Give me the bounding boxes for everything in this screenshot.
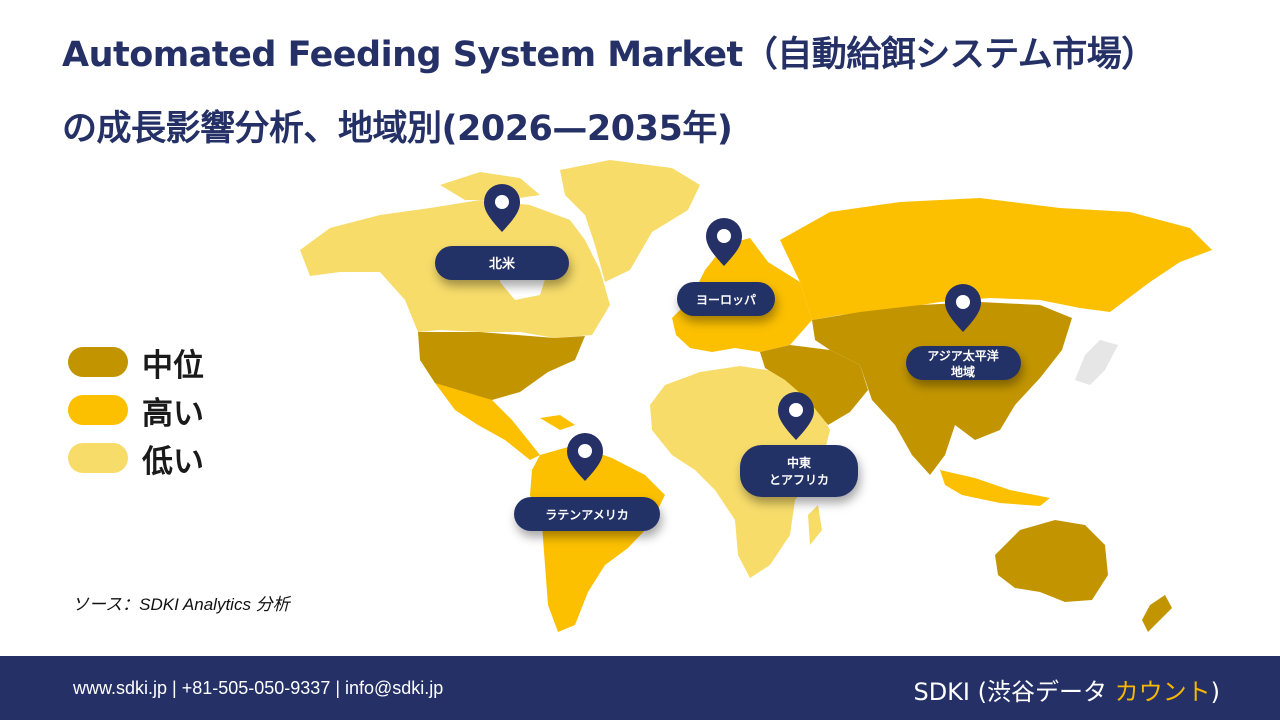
- map-pin-icon: [778, 392, 814, 440]
- region-label-text: 地域: [951, 364, 975, 379]
- map-pin-icon: [706, 218, 742, 266]
- map-region-russia: [780, 198, 1212, 320]
- region-label-north-america: 北米: [435, 246, 569, 280]
- map-region-middle-east: [760, 345, 868, 425]
- region-label-asia-pacific: アジア太平洋 地域: [906, 346, 1021, 380]
- map-pin-icon: [484, 184, 520, 232]
- map-region-new-zealand: [1142, 595, 1172, 632]
- legend-swatch: [68, 395, 128, 425]
- footer: www.sdki.jp | +81-505-050-9337 | info@sd…: [0, 656, 1280, 720]
- legend-label: 低い: [142, 443, 204, 480]
- map-region-greenland: [560, 160, 700, 282]
- legend-swatch: [68, 347, 128, 377]
- legend-swatch: [68, 443, 128, 473]
- brand-suffix: ): [1210, 678, 1220, 706]
- map-region-usa: [418, 332, 585, 400]
- map-region-japan: [1075, 340, 1118, 385]
- page-title-line1: Automated Feeding System Market（自動給餌システム…: [62, 35, 1156, 75]
- brand-accent: カウント: [1114, 678, 1211, 706]
- map-region-caribbean: [540, 415, 575, 430]
- region-label-latin-america: ラテンアメリカ: [514, 497, 660, 531]
- legend-label: 中位: [142, 347, 204, 384]
- map-region-asia: [812, 302, 1072, 475]
- map-pin-icon: [945, 284, 981, 332]
- map-region-south-america: [530, 445, 665, 632]
- legend-label: 高い: [142, 395, 204, 432]
- region-label-middle-east-africa: 中東 とアフリカ: [740, 445, 858, 497]
- page-title-line2: の成長影響分析、地域別(2026—2035年): [62, 109, 733, 149]
- footer-contact[interactable]: www.sdki.jp | +81-505-050-9337 | info@sd…: [73, 678, 444, 698]
- map-region-mexico: [435, 383, 540, 460]
- region-label-text: 北米: [489, 256, 516, 272]
- legend-item-high: 高い: [68, 386, 204, 434]
- map-region-australia: [995, 520, 1108, 602]
- legend-item-medium: 中位: [68, 338, 204, 386]
- map-pin-icon: [567, 433, 603, 481]
- region-label-text: ヨーロッパ: [696, 293, 756, 307]
- brand-prefix: SDKI (渋谷データ: [913, 678, 1115, 706]
- world-map: 北米 ヨーロッパ アジア太平洋 地域 中東 とアフリカ ラテンアメリカ: [300, 160, 1212, 632]
- legend: 中位 高い 低い: [68, 338, 204, 482]
- region-label-text: アジア太平洋: [927, 348, 999, 363]
- source-note: ソース：SDKI Analytics 分析: [72, 595, 290, 614]
- region-label-text: とアフリカ: [769, 473, 829, 487]
- legend-item-low: 低い: [68, 434, 204, 482]
- region-label-europe: ヨーロッパ: [677, 282, 775, 316]
- region-label-text: ラテンアメリカ: [545, 508, 628, 522]
- region-label-text: 中東: [787, 455, 811, 470]
- map-region-indonesia: [940, 470, 1050, 506]
- map-region-madagascar: [808, 505, 822, 545]
- footer-brand: SDKI (渋谷データ カウント): [913, 672, 1220, 707]
